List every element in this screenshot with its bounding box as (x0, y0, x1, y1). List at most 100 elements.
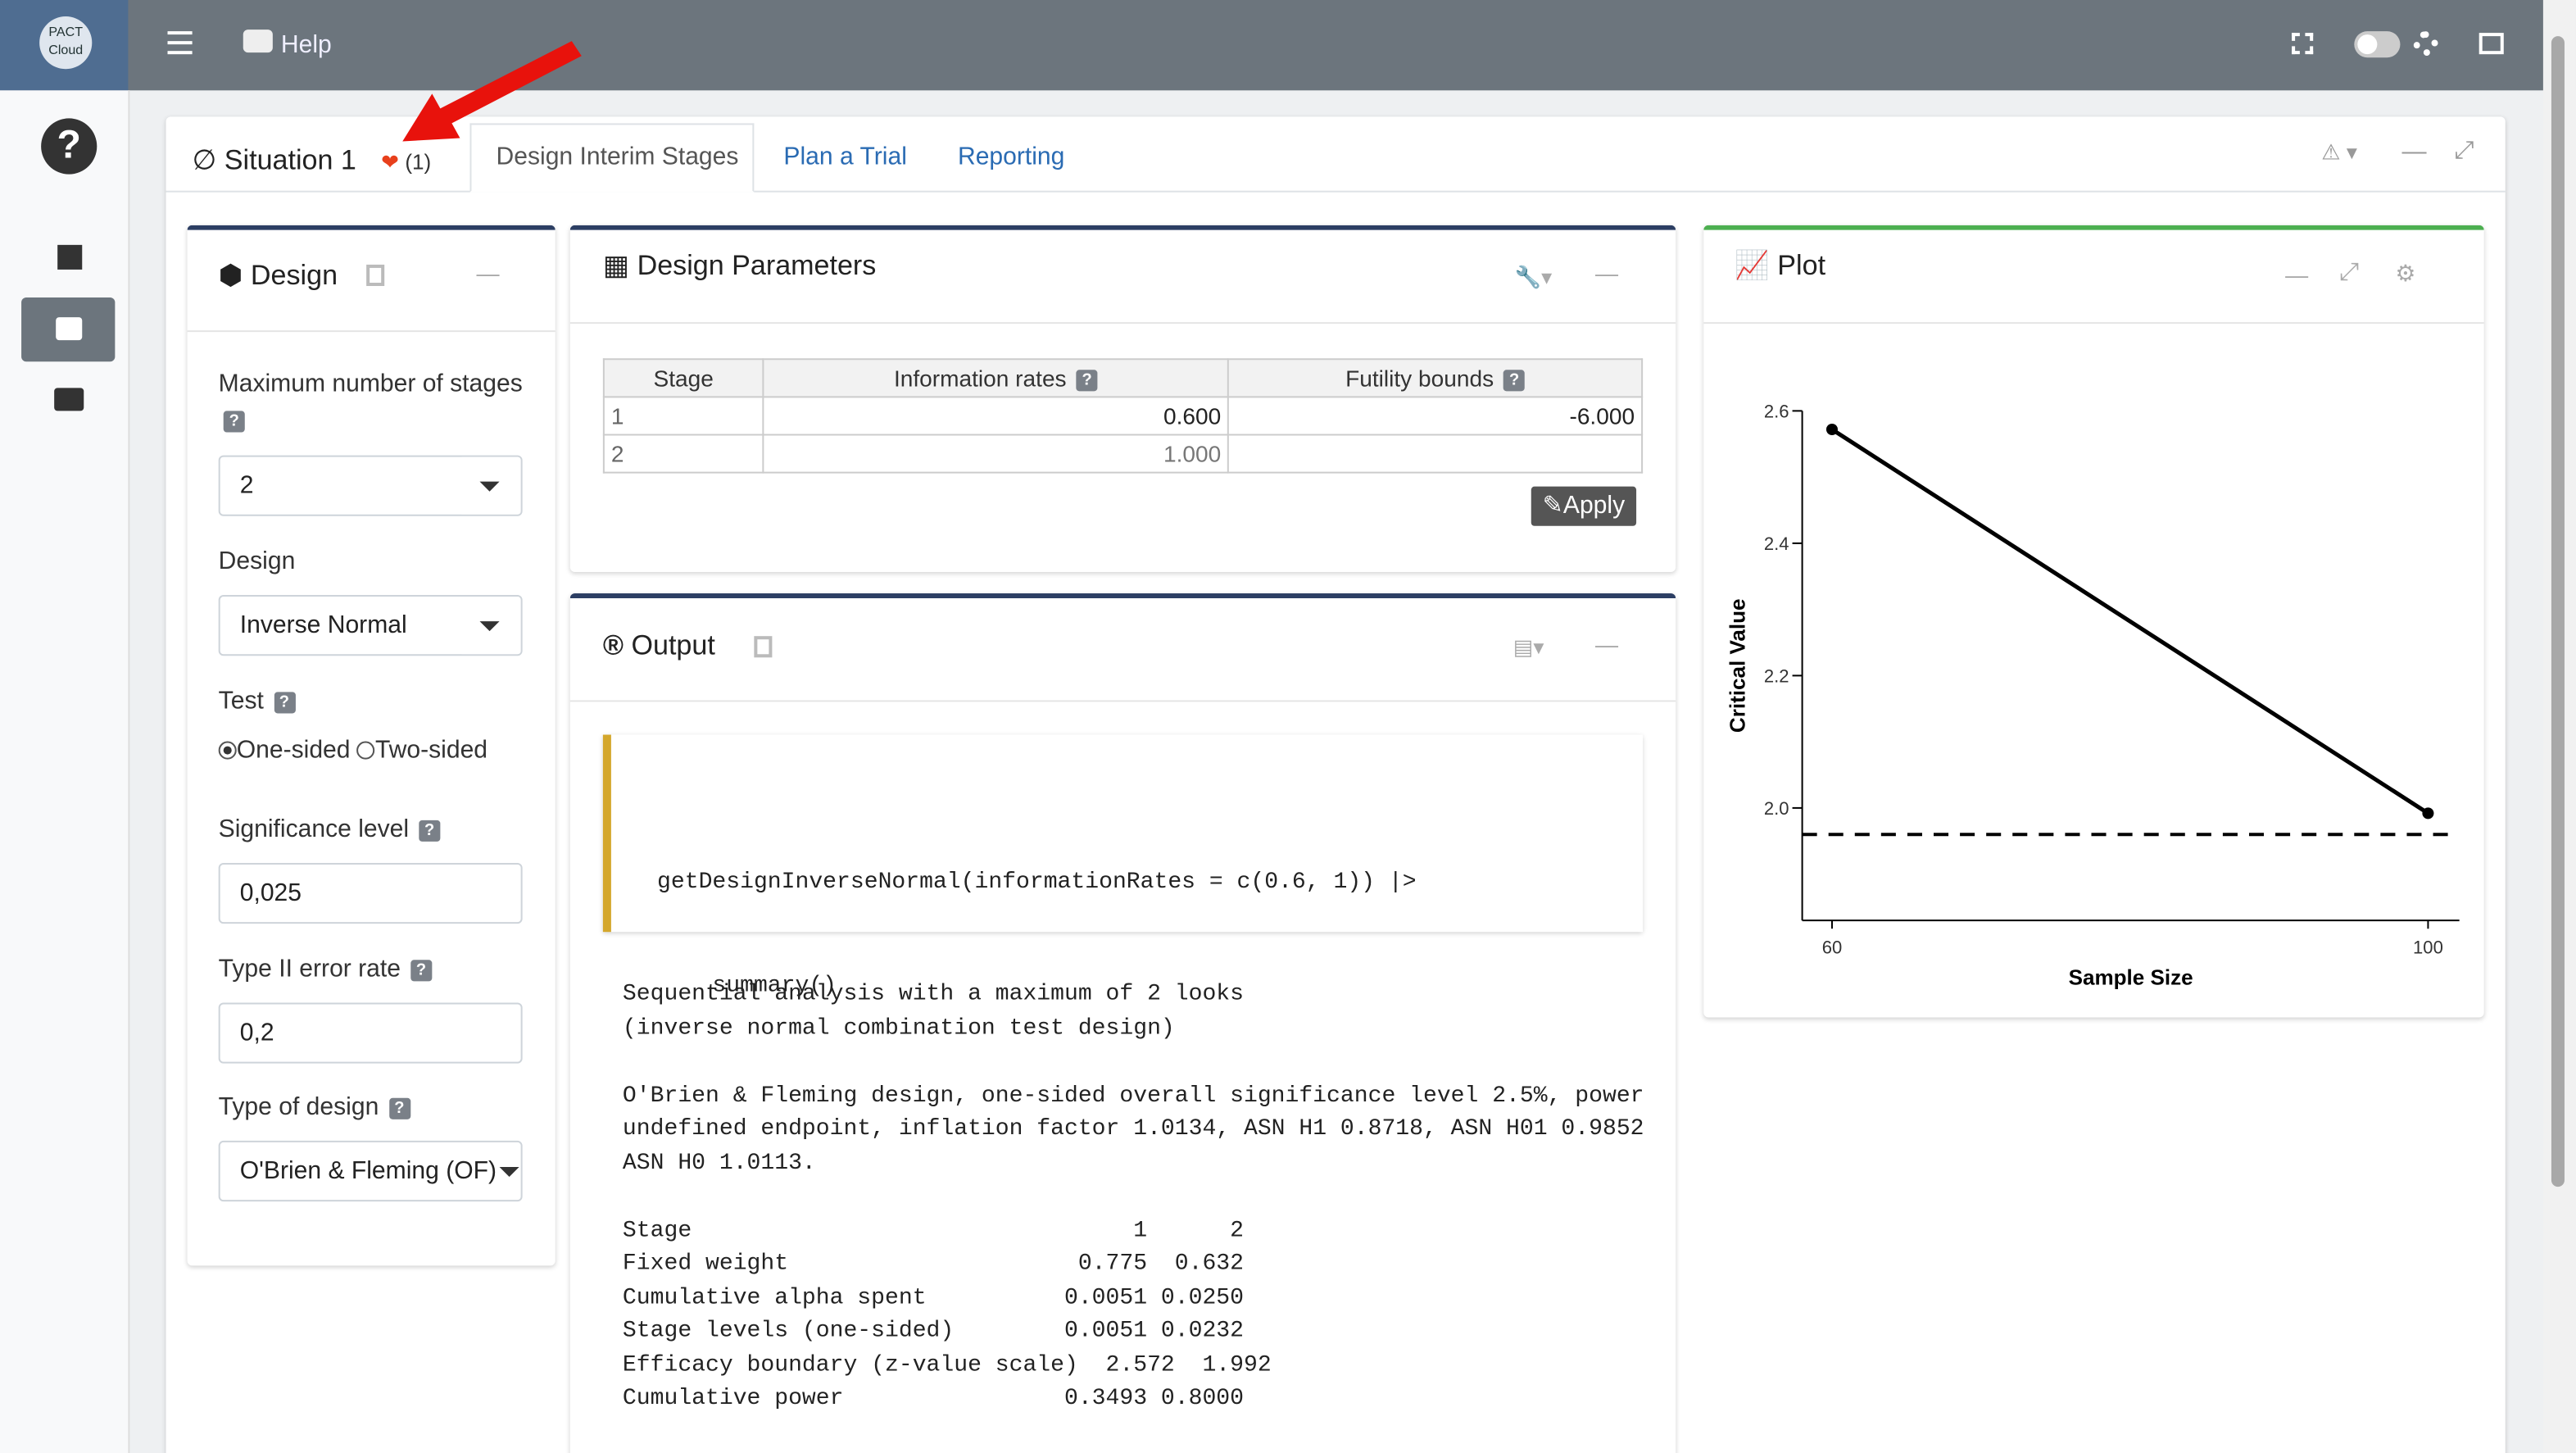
expand-button[interactable]: ⤢ (2454, 136, 2474, 165)
help-badge[interactable]: ? (419, 819, 441, 841)
input[interactable]: 0,025 (218, 862, 523, 924)
card-divider (1703, 322, 2484, 325)
card-divider (569, 700, 1676, 702)
tab[interactable]: Plan a Trial (783, 143, 907, 171)
sidebar-icon[interactable] (54, 388, 84, 411)
sidebar-active[interactable] (21, 297, 116, 362)
table-cell (1227, 434, 1644, 474)
code: getDesignInverseNormal(informationRates … (657, 797, 1417, 1074)
params-table: Stage Information rates? Futility bounds? 1… (602, 358, 1644, 474)
column-header: Stage (602, 358, 764, 398)
input[interactable]: 0,2 (218, 1002, 523, 1064)
help-badge[interactable]: ? (388, 1097, 410, 1119)
tools-menu[interactable]: 🔧▾ (1514, 264, 1553, 289)
card-title-text: Plot (1777, 249, 1826, 281)
radio-group: One-sided Two-sided (218, 736, 488, 765)
help-badge[interactable]: ? (1076, 369, 1098, 391)
fullscreen-button[interactable] (2292, 33, 2314, 55)
grid-button[interactable] (2478, 33, 2504, 55)
card-title: ⬢ Design (218, 259, 338, 292)
warning-menu[interactable]: ⚠ ▾ (2321, 139, 2357, 165)
column-header-text: Information rates (893, 365, 1067, 392)
help-badge[interactable]: ? (1503, 369, 1526, 391)
theme-toggle[interactable] (2354, 31, 2401, 58)
help-link[interactable]: Help (280, 31, 332, 60)
output-line: undefined endpoint, inflation factor 1.0… (622, 1115, 1645, 1142)
field-label-text: Type of design (218, 1092, 379, 1121)
table-cell: -6.000 (1227, 396, 1644, 436)
output-line: Stage 1 2 (622, 1217, 1244, 1244)
input-value: 0,2 (239, 1019, 274, 1047)
expand-button[interactable]: ⤢ (2339, 257, 2360, 286)
copy-button[interactable] (754, 636, 773, 658)
x-axis-title: Sample Size (2069, 965, 2193, 989)
table-row: 2 1.000 (602, 434, 1644, 474)
collapse-button[interactable]: — (476, 259, 500, 286)
scrollbar[interactable] (2542, 0, 2576, 1453)
card-title-text: Design Parameters (637, 249, 877, 281)
help-badge[interactable]: ? (223, 411, 245, 434)
data-point (2422, 807, 2434, 820)
logo-text: PACT (48, 25, 84, 40)
tab-divider (166, 190, 2506, 193)
logo[interactable]: PACT Cloud (39, 16, 93, 70)
data-point (1825, 424, 1838, 436)
radio-label[interactable]: Two-sided (374, 736, 488, 765)
select[interactable]: Inverse Normal (218, 595, 523, 656)
collapse-button[interactable]: — (1594, 631, 1619, 658)
radio-label[interactable]: One-sided (236, 736, 351, 765)
help-badge[interactable]: ? (410, 959, 433, 981)
export-menu[interactable]: ▤▾ (1512, 634, 1544, 660)
cell-text: 2 (610, 440, 624, 467)
collapse-button[interactable]: — (2401, 138, 2427, 166)
select[interactable]: O'Brien & Fleming (OF) (218, 1140, 523, 1202)
output-line: (inverse normal combination test design) (622, 1015, 1175, 1042)
tab[interactable]: Reporting (957, 143, 1065, 171)
column-header: Futility bounds? (1227, 358, 1644, 398)
select[interactable]: 2 (218, 455, 523, 516)
tab[interactable]: Design Interim Stages (496, 143, 739, 171)
field-label: Significance level? (219, 815, 441, 843)
radio[interactable] (356, 741, 375, 760)
y-axis-title: Critical Value (1725, 598, 1749, 733)
output-paragraph: Stage 1 2 Fixed weight 0.775 0.632 Cumulat… (623, 1214, 1644, 1416)
help-circle[interactable]: ? (41, 118, 98, 175)
situation-name: Situation 1 (224, 144, 356, 176)
apply-button[interactable]: ✎Apply (1531, 486, 1637, 526)
select-value: 2 (239, 471, 254, 500)
sidebar-icon[interactable] (57, 244, 83, 270)
collapse-button[interactable]: — (1594, 259, 1619, 286)
field-label-text: Test (218, 687, 264, 715)
copy-button[interactable] (366, 264, 385, 286)
output-line: ASN H0 1.0113. (622, 1149, 816, 1177)
field-label: Test? (219, 687, 295, 715)
select-value: Inverse Normal (239, 611, 407, 640)
field-label: Type II error rate? (219, 955, 433, 983)
code-block: getDesignInverseNormal(informationRates … (602, 734, 1644, 999)
cell-text: 1 (610, 402, 624, 429)
output-line: Fixed weight 0.775 0.632 (622, 1251, 1244, 1278)
output-line: Sequential analysis with a maximum of 2 … (622, 981, 1244, 1008)
settings-button[interactable] (2413, 31, 2438, 57)
card-title-text: Output (631, 629, 715, 661)
table-cell: 0.600 (762, 396, 1230, 436)
field-label: Maximum number of stages (218, 370, 523, 398)
collapse-button[interactable]: — (2285, 261, 2309, 288)
active-tab[interactable] (469, 123, 755, 193)
data-line (1830, 427, 2429, 815)
radio[interactable] (218, 741, 237, 760)
help-badge[interactable]: ? (273, 691, 295, 713)
cell-text: 1.000 (1163, 440, 1222, 467)
column-header: Information rates? (762, 358, 1230, 398)
select-value: O'Brien & Fleming (OF) (239, 1156, 497, 1186)
settings-button[interactable]: ⚙ (2395, 259, 2416, 286)
situation-title: ∅ Situation 1 (192, 144, 356, 176)
favorites[interactable]: ❤ (1) (381, 149, 432, 175)
menu-button[interactable] (167, 31, 193, 55)
column-header-text: Stage (653, 365, 714, 392)
output-line: O'Brien & Fleming design, one-sided over… (622, 1082, 1645, 1109)
output-paragraph: O'Brien & Fleming design, one-sided over… (623, 1079, 1644, 1180)
input-value: 0,025 (239, 879, 302, 908)
x-tick-label: 60 (1822, 937, 1843, 957)
